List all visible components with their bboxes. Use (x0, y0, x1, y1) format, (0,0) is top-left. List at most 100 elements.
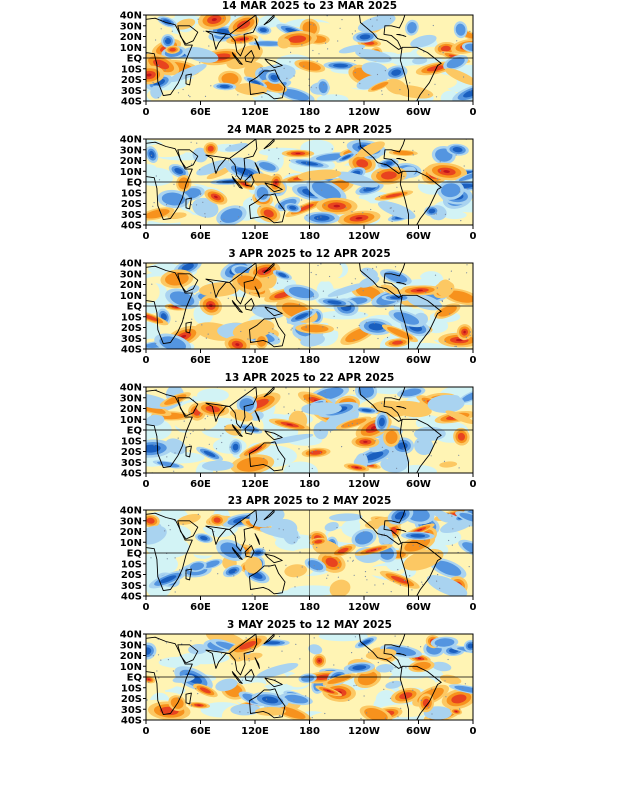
stipple-dot (305, 325, 307, 327)
positive-anomaly (357, 671, 378, 686)
negative-anomaly (258, 162, 276, 171)
positive-anomaly (176, 513, 201, 525)
stipple-dot (348, 424, 350, 426)
stipple-dot (409, 82, 411, 84)
stipple-dot (339, 263, 341, 265)
coastline (177, 520, 199, 540)
lat-label: 10S (121, 64, 142, 75)
stipple-dot (200, 192, 202, 194)
lon-label: 120E (241, 479, 269, 490)
stipple-dot (300, 206, 303, 208)
positive-anomaly (286, 423, 294, 426)
anomaly-patch (392, 30, 417, 53)
stipple-dot (148, 681, 150, 683)
coastline (249, 564, 286, 595)
lon-label: 60E (190, 355, 211, 366)
lat-label: 30S (121, 705, 142, 716)
lat-label: EQ (127, 673, 142, 684)
stipple-dot (197, 513, 199, 515)
positive-anomaly (451, 694, 467, 704)
stipple-dot (198, 414, 201, 416)
stipple-dot (316, 60, 318, 62)
anomaly-patch (185, 579, 207, 596)
stipple-dot (278, 715, 280, 717)
stipple-dot (268, 566, 270, 568)
stipple-dot (277, 436, 279, 438)
negative-anomaly (387, 450, 410, 467)
stipple-dot (449, 313, 451, 315)
stipple-dot (353, 685, 355, 687)
lat-label: 30N (120, 269, 142, 280)
negative-anomaly (426, 575, 468, 596)
positive-anomaly (199, 687, 211, 694)
stipple-dot (393, 580, 395, 582)
positive-anomaly (263, 81, 284, 92)
stipple-dot (152, 205, 154, 207)
coastline (229, 263, 258, 305)
positive-anomaly (455, 710, 458, 713)
negative-anomaly (410, 34, 437, 48)
stipple-dot (305, 327, 307, 329)
coastline (396, 281, 407, 285)
negative-anomaly (281, 88, 310, 101)
lon-label: 120W (348, 231, 380, 242)
anomaly-patch (307, 263, 343, 282)
stipple-dot (429, 415, 431, 417)
positive-anomaly (164, 394, 187, 405)
stipple-dot (397, 300, 399, 302)
positive-anomaly (300, 324, 329, 333)
stipple-dot (293, 699, 295, 701)
anomaly-patch (146, 671, 180, 691)
lat-label: 10N (120, 167, 142, 178)
negative-anomaly (414, 436, 434, 456)
stipple-dot (399, 584, 401, 586)
coastline (185, 321, 192, 334)
stipple-dot (377, 337, 379, 340)
coastline (231, 176, 243, 189)
stipple-dot (208, 45, 210, 47)
stipple-dot (441, 300, 443, 302)
positive-anomaly (403, 548, 444, 571)
anomaly-patch (146, 552, 178, 576)
coastlines (146, 634, 442, 720)
stipple-dot (465, 336, 467, 338)
positive-anomaly (417, 528, 423, 532)
negative-anomaly (189, 562, 205, 571)
coastline (254, 533, 260, 545)
stipple-dot (324, 391, 326, 393)
coastline (264, 553, 283, 564)
stipple-dot (166, 456, 168, 458)
stipple-dot (313, 637, 315, 639)
stipple-dot (272, 328, 274, 330)
stipple-dot (247, 712, 249, 714)
stipple-dot (342, 425, 344, 427)
stipple-dot (301, 44, 303, 46)
negative-anomaly (352, 665, 367, 670)
lat-label: 20N (120, 156, 142, 167)
stipple-dot (377, 171, 379, 174)
positive-anomaly (178, 177, 190, 190)
stipple-dot (356, 422, 358, 424)
coastline (396, 157, 407, 161)
stipple-dot (444, 680, 446, 682)
positive-anomaly (355, 285, 381, 299)
coastline (359, 139, 406, 174)
coastline (185, 197, 192, 210)
stipple-dot (353, 390, 355, 392)
stipple-dot (444, 340, 446, 342)
stipple-dot (263, 273, 265, 275)
anomaly-patch (158, 656, 202, 669)
stipple-dot (308, 446, 310, 448)
stipple-dot (171, 30, 173, 32)
negative-anomaly (236, 167, 255, 176)
stipple-dot (363, 695, 365, 697)
lat-label: 40S (121, 97, 142, 108)
stipple-dot (420, 699, 422, 701)
stipple-dot (466, 187, 468, 189)
negative-anomaly (361, 408, 372, 412)
stipple-dot (281, 650, 283, 652)
stipple-dot (298, 303, 300, 305)
coastline (263, 139, 275, 150)
stipple-dot (353, 574, 355, 576)
negative-anomaly (146, 414, 165, 427)
